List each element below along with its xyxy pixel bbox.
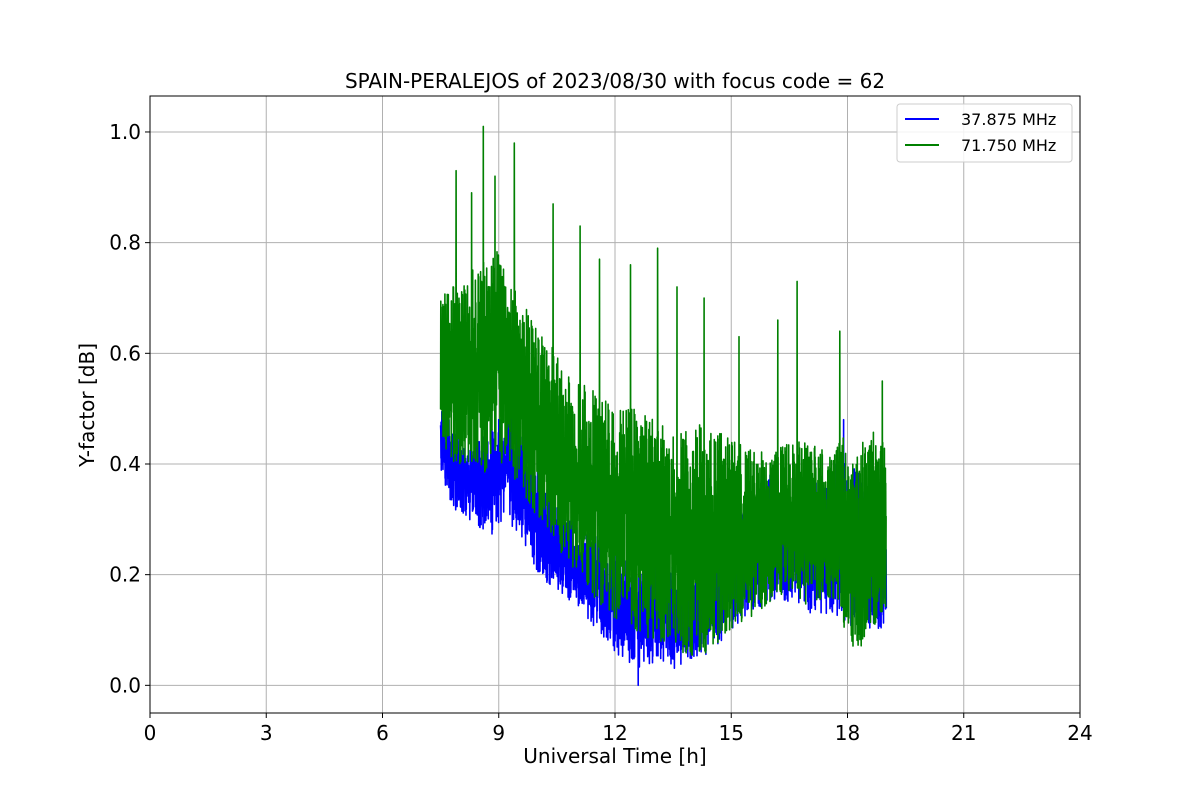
x-tick-label: 3 bbox=[260, 721, 273, 745]
x-axis-label: Universal Time [h] bbox=[523, 744, 706, 768]
y-tick-label: 0.6 bbox=[109, 341, 141, 365]
x-tick-label: 24 bbox=[1067, 721, 1092, 745]
legend-frame bbox=[896, 103, 1073, 163]
x-tick-label: 0 bbox=[144, 721, 157, 745]
x-tick-label: 12 bbox=[602, 721, 627, 745]
legend-label-37875: 37.875 MHz bbox=[961, 110, 1056, 129]
series-line-71750mhz bbox=[439, 125, 888, 656]
series-layer bbox=[439, 125, 888, 687]
chart-title: SPAIN-PERALEJOS of 2023/08/30 with focus… bbox=[345, 69, 885, 93]
x-tick-label: 9 bbox=[492, 721, 505, 745]
legend: 37.875 MHz 71.750 MHz bbox=[896, 103, 1073, 163]
y-tick-label: 0.2 bbox=[109, 563, 141, 587]
y-tick-label: 1.0 bbox=[109, 120, 141, 144]
y-axis-label: Y-factor [dB] bbox=[75, 343, 99, 468]
y-tick-label: 0.4 bbox=[109, 452, 141, 476]
x-tick-label: 15 bbox=[719, 721, 744, 745]
x-tick-label: 18 bbox=[835, 721, 860, 745]
x-tick-label: 21 bbox=[951, 721, 976, 745]
ticks: 0 3 6 9 12 15 18 21 24 0.0 0.2 0.4 0.6 0.8 1.0 bbox=[109, 120, 1093, 745]
x-tick-label: 6 bbox=[376, 721, 389, 745]
y-tick-label: 0.8 bbox=[109, 231, 141, 255]
y-tick-label: 0.0 bbox=[109, 673, 141, 697]
legend-label-71750: 71.750 MHz bbox=[961, 136, 1056, 155]
